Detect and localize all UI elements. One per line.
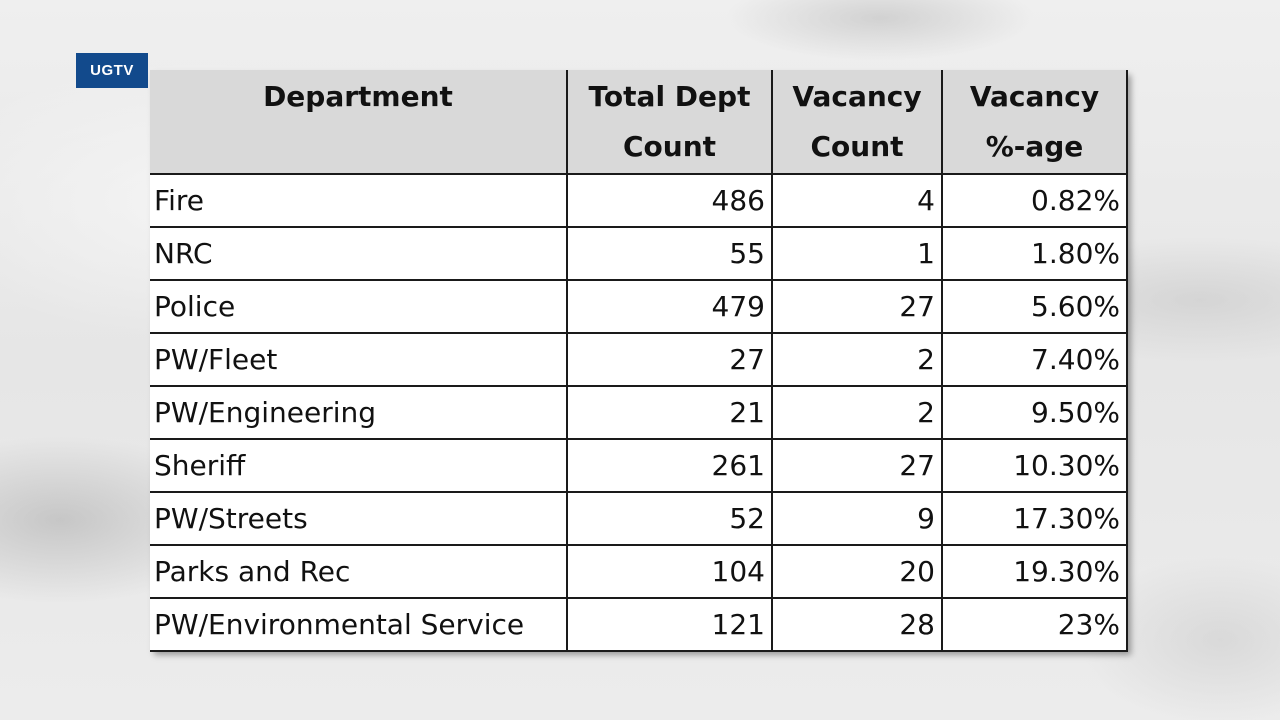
- ugtv-logo: UGTV: [76, 53, 148, 88]
- table-row: Sheriff 261 27 10.30%: [150, 438, 1128, 493]
- cell-total-dept-count: 27: [566, 332, 773, 387]
- cell-vacancy-count: 9: [771, 491, 943, 546]
- cell-vacancy-percentage: 19.30%: [941, 544, 1128, 599]
- cell-department: PW/Engineering: [150, 385, 568, 440]
- cell-vacancy-count: 4: [771, 173, 943, 228]
- header-department-line1: Department: [263, 80, 453, 113]
- cell-department: Fire: [150, 173, 568, 228]
- header-row: Department Total Dept Count Vacancy Coun…: [150, 70, 1128, 175]
- table-row: PW/Fleet 27 2 7.40%: [150, 332, 1128, 387]
- cell-total-dept-count: 486: [566, 173, 773, 228]
- cell-department: Parks and Rec: [150, 544, 568, 599]
- cell-vacancy-count: 2: [771, 332, 943, 387]
- table-row: PW/Engineering 21 2 9.50%: [150, 385, 1128, 440]
- cell-total-dept-count: 261: [566, 438, 773, 493]
- header-department: Department: [150, 70, 568, 175]
- cell-vacancy-percentage: 17.30%: [941, 491, 1128, 546]
- cell-vacancy-count: 27: [771, 438, 943, 493]
- cell-department: PW/Streets: [150, 491, 568, 546]
- table-row: NRC 55 1 1.80%: [150, 226, 1128, 281]
- cell-vacancy-count: 1: [771, 226, 943, 281]
- cell-vacancy-count: 2: [771, 385, 943, 440]
- vacancy-table: Department Total Dept Count Vacancy Coun…: [150, 70, 1128, 652]
- cell-total-dept-count: 479: [566, 279, 773, 334]
- cell-vacancy-percentage: 23%: [941, 597, 1128, 652]
- cell-department: PW/Fleet: [150, 332, 568, 387]
- cell-department: Police: [150, 279, 568, 334]
- cell-vacancy-count: 20: [771, 544, 943, 599]
- cell-department: NRC: [150, 226, 568, 281]
- header-vacancy-count-line2: Count: [810, 130, 904, 163]
- cell-vacancy-percentage: 5.60%: [941, 279, 1128, 334]
- header-vacancy-pct-line1: Vacancy: [969, 80, 1100, 113]
- table-row: PW/Environmental Service 121 28 23%: [150, 597, 1128, 652]
- table-header: Department Total Dept Count Vacancy Coun…: [150, 70, 1128, 175]
- cell-vacancy-percentage: 0.82%: [941, 173, 1128, 228]
- header-total-line2: Count: [622, 130, 717, 163]
- cell-department: Sheriff: [150, 438, 568, 493]
- header-vacancy-percentage: Vacancy %-age: [941, 70, 1128, 175]
- cell-vacancy-percentage: 7.40%: [941, 332, 1128, 387]
- header-vacancy-pct-line2: %-age: [985, 130, 1084, 163]
- cell-vacancy-percentage: 1.80%: [941, 226, 1128, 281]
- cell-vacancy-percentage: 9.50%: [941, 385, 1128, 440]
- cell-vacancy-percentage: 10.30%: [941, 438, 1128, 493]
- cell-total-dept-count: 52: [566, 491, 773, 546]
- table-row: Police 479 27 5.60%: [150, 279, 1128, 334]
- cell-vacancy-count: 28: [771, 597, 943, 652]
- cell-total-dept-count: 121: [566, 597, 773, 652]
- cell-vacancy-count: 27: [771, 279, 943, 334]
- header-total-dept-count: Total Dept Count: [566, 70, 773, 175]
- table-row: PW/Streets 52 9 17.30%: [150, 491, 1128, 546]
- cell-total-dept-count: 21: [566, 385, 773, 440]
- table-row: Fire 486 4 0.82%: [150, 173, 1128, 228]
- cell-total-dept-count: 104: [566, 544, 773, 599]
- table-body: Fire 486 4 0.82% NRC 55 1 1.80% Police 4…: [150, 173, 1128, 652]
- logo-text: UGTV: [90, 62, 134, 79]
- cell-department: PW/Environmental Service: [150, 597, 568, 652]
- header-vacancy-count-line1: Vacancy: [792, 80, 922, 113]
- header-vacancy-count: Vacancy Count: [771, 70, 943, 175]
- table-row: Parks and Rec 104 20 19.30%: [150, 544, 1128, 599]
- cell-total-dept-count: 55: [566, 226, 773, 281]
- spreadsheet-image: Department Total Dept Count Vacancy Coun…: [150, 70, 1128, 652]
- header-total-line1: Total Dept: [588, 80, 751, 113]
